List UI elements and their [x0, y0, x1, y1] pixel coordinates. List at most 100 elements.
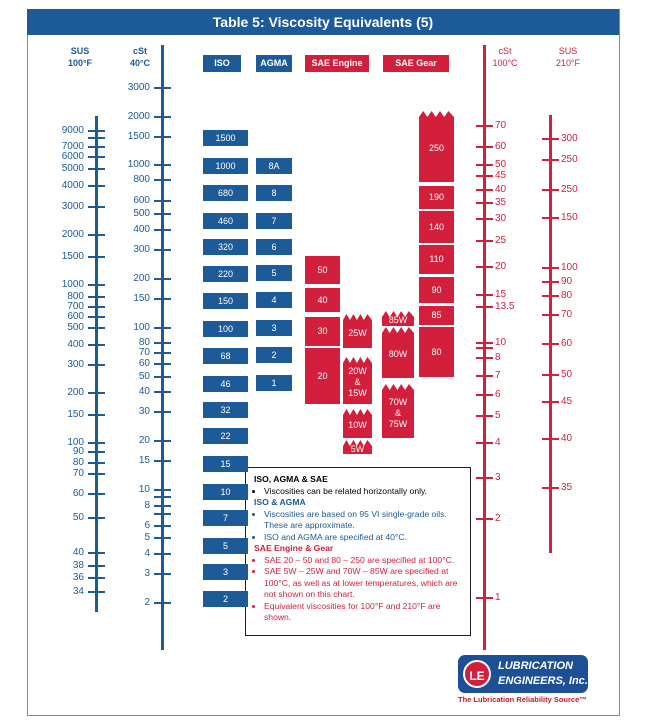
sus100-tick-label: 6000 — [61, 151, 84, 162]
note: SAE 20 – 50 and 80 – 250 are specified a… — [264, 555, 462, 567]
iso-grade: 68 — [203, 348, 248, 364]
cst100-tick-label: 5 — [495, 410, 501, 421]
sus100-tick — [88, 168, 105, 170]
notes-box: ISO, AGMA & SAE Viscosities can be relat… — [245, 467, 471, 636]
sus100-tick — [88, 206, 105, 208]
sae-gear-grade: 85 — [419, 306, 454, 325]
cst100-tick-label: 10 — [495, 337, 507, 348]
sus100-tick-label: 400 — [67, 339, 84, 350]
cst100-tick — [476, 347, 493, 349]
cst100-tick-label: 7 — [495, 370, 501, 381]
sus100-tick — [88, 256, 105, 258]
cst40-tick — [154, 116, 171, 118]
sus210-tick — [542, 189, 559, 191]
sae-engine-grade: 40 — [305, 288, 340, 312]
iso-grade: 5 — [203, 538, 248, 554]
sus100-tick — [88, 130, 105, 132]
cst40-tick — [154, 164, 171, 166]
frame — [27, 9, 620, 716]
sus100-tick — [88, 591, 105, 593]
cst40-unit-label: cSt — [132, 46, 147, 56]
iso-grade: 7 — [203, 510, 248, 526]
cst40-tick-label: 15 — [138, 455, 150, 466]
cst40-tick-label: 150 — [133, 293, 150, 304]
cst40-axis — [161, 45, 164, 650]
cst40-tick — [154, 87, 171, 89]
sae-gear-grade: 90 — [419, 277, 454, 303]
iso-grade: 460 — [203, 213, 248, 229]
cst40-tick-label: 3 — [144, 568, 150, 579]
sus100-tick-label: 70 — [72, 468, 84, 479]
sus100-tick — [88, 284, 105, 286]
cst40-tick-label: 500 — [133, 208, 150, 219]
sus210-tick-label: 250 — [561, 184, 578, 195]
cst100-tick — [476, 442, 493, 444]
cst100-tick — [476, 342, 493, 344]
cst100-tick-label: 4 — [495, 437, 501, 448]
column-header-sae-gear: SAE Gear — [383, 55, 449, 72]
agma-grade: 2 — [256, 347, 292, 363]
cst100-tick — [476, 266, 493, 268]
sus210-tick-label: 90 — [561, 276, 573, 287]
cst40-tick — [154, 573, 171, 575]
cst100-tick — [476, 306, 493, 308]
cst40-tick-label: 80 — [138, 337, 150, 348]
cst100-tick — [476, 175, 493, 177]
notes-heading: SAE Engine & Gear — [254, 543, 334, 553]
sae-gear-w-grade: 80W — [382, 327, 414, 378]
sus100-tick-label: 500 — [67, 322, 84, 333]
sus210-temp-label: 210°F — [555, 58, 581, 68]
sae-gear-grade: 110 — [419, 245, 454, 274]
cst40-tick-label: 600 — [133, 195, 150, 206]
sus100-tick-label: 9000 — [61, 125, 84, 136]
sae-engine-grade: 50 — [305, 256, 340, 284]
iso-grade: 2 — [203, 591, 248, 607]
agma-grade: 8 — [256, 185, 292, 201]
sus100-tick — [88, 185, 105, 187]
cst40-tick-label: 1000 — [127, 159, 150, 170]
cst40-tick — [154, 363, 171, 365]
cst40-tick — [154, 513, 171, 515]
cst40-tick-label: 200 — [133, 273, 150, 284]
cst40-tick-label: 100 — [133, 322, 150, 333]
iso-grade: 22 — [203, 428, 248, 444]
cst100-tick-label: 15 — [495, 289, 507, 300]
cst100-tick — [476, 189, 493, 191]
cst100-temp-label: 100°C — [492, 58, 518, 68]
iso-grade: 32 — [203, 402, 248, 418]
cst40-tick — [154, 213, 171, 215]
cst40-tick-label: 3000 — [127, 82, 150, 93]
sus210-tick-label: 80 — [561, 290, 573, 301]
cst40-tick — [154, 352, 171, 354]
sus100-tick — [88, 344, 105, 346]
sus210-tick-label: 50 — [561, 369, 573, 380]
cst100-tick — [476, 125, 493, 127]
cst40-tick — [154, 411, 171, 413]
sae-engine-grade: 20 — [305, 348, 340, 404]
sus210-tick — [542, 267, 559, 269]
sus210-tick — [542, 314, 559, 316]
note: Viscosities can be related horizontally … — [264, 486, 462, 498]
sus100-tick-label: 2000 — [61, 229, 84, 240]
sus100-tick-label: 60 — [72, 488, 84, 499]
cst40-tick — [154, 460, 171, 462]
sus210-tick — [542, 487, 559, 489]
cst40-temp-label: 40°C — [129, 58, 151, 68]
cst40-tick-label: 8 — [144, 500, 150, 511]
logo-line2: ENGINEERS, Inc. — [498, 675, 588, 687]
sae-gear-grade: 80 — [419, 327, 454, 377]
cst40-tick — [154, 229, 171, 231]
sus100-tick — [88, 462, 105, 464]
sus100-tick-label: 38 — [72, 560, 84, 571]
cst40-tick — [154, 602, 171, 604]
sus210-tick-label: 150 — [561, 212, 578, 223]
iso-grade: 680 — [203, 185, 248, 201]
sus210-tick — [542, 374, 559, 376]
note: SAE 5W – 25W and 70W – 85W are specified… — [264, 566, 462, 601]
cst100-tick-label: 1 — [495, 592, 501, 603]
sus100-tick — [88, 414, 105, 416]
cst40-tick-label: 60 — [138, 358, 150, 369]
sus100-tick — [88, 306, 105, 308]
sus100-tick — [88, 156, 105, 158]
